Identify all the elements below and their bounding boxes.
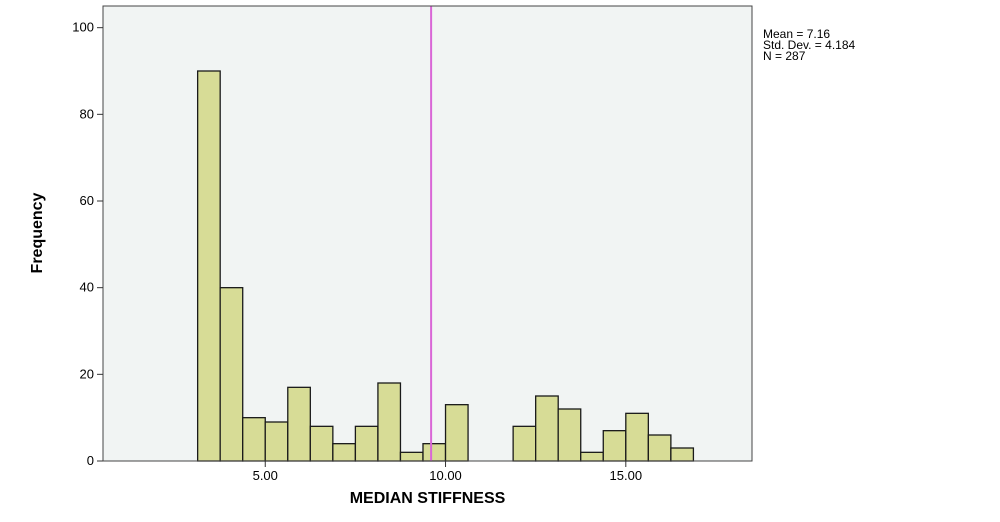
y-axis-title: Frequency (29, 192, 46, 273)
histogram-bar (422, 443, 447, 462)
stats-legend: Mean = 7.16 Std. Dev. = 4.184 N = 287 (763, 27, 856, 63)
histogram-bar (602, 430, 627, 462)
y-axis: 0 20 40 60 80 100 (72, 20, 103, 468)
x-tick-label: 10.00 (429, 468, 462, 483)
y-tick-label: 20 (80, 366, 94, 381)
histogram-bar (309, 425, 334, 462)
histogram-bar (264, 421, 289, 462)
histogram-bar (377, 382, 402, 462)
histogram-bar (196, 70, 221, 462)
histogram-bar (512, 425, 537, 462)
histogram-bar (647, 434, 672, 462)
histogram-bar (287, 386, 311, 462)
y-tick-label: 60 (80, 193, 94, 208)
histogram-bar (580, 451, 604, 462)
histogram-bar (557, 408, 582, 462)
x-tick-label: 5.00 (253, 468, 278, 483)
y-tick-label: 0 (87, 453, 94, 468)
histogram-bar (332, 443, 357, 462)
histogram-bar (399, 451, 424, 462)
y-tick-label: 100 (72, 20, 94, 35)
histogram-bar (625, 412, 649, 462)
histogram-bar (219, 287, 244, 462)
histogram-bar (444, 404, 469, 462)
plot-frame (102, 5, 753, 462)
y-tick-label: 40 (80, 280, 94, 295)
bars-group (196, 70, 695, 462)
stat-mean: Mean = 7.16 (763, 27, 831, 41)
y-tick-label: 80 (80, 106, 94, 121)
x-axis: 5.00 10.00 15.00 (253, 461, 642, 483)
stat-std-dev: Std. Dev. = 4.184 (763, 38, 856, 52)
x-axis-title: MEDIAN STIFFNESS (350, 490, 506, 507)
histogram-bar (354, 425, 379, 462)
x-tick-label: 15.00 (610, 468, 643, 483)
histogram-bar (535, 395, 559, 462)
histogram-bar (670, 447, 695, 462)
stat-n: N = 287 (763, 49, 806, 63)
histogram-bar (242, 417, 266, 462)
